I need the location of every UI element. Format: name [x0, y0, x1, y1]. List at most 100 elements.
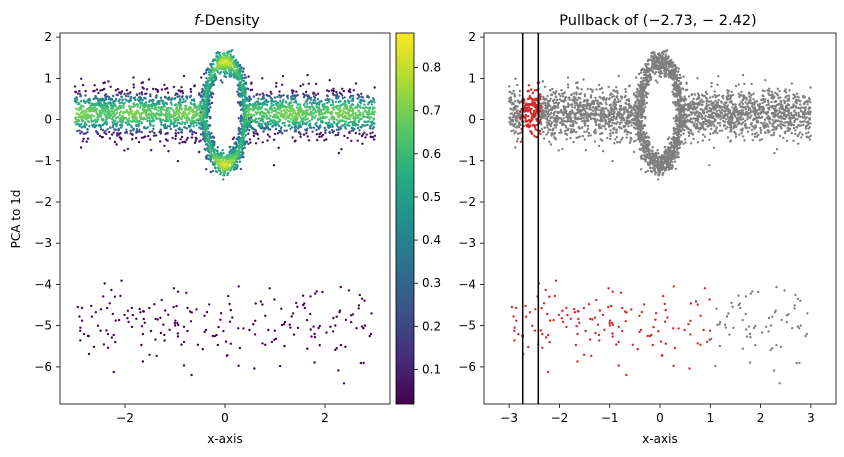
left-point — [298, 124, 302, 127]
left-point — [329, 104, 333, 107]
right-point — [745, 98, 748, 101]
left-point — [337, 131, 340, 134]
colorbar-tick-label: 0.3 — [422, 276, 441, 290]
right-point — [516, 137, 519, 140]
left-point — [305, 109, 308, 112]
right-scatter-points — [508, 49, 812, 385]
right-point — [790, 131, 793, 135]
left-point — [214, 166, 217, 169]
left-point — [261, 103, 264, 107]
right-point — [721, 129, 724, 132]
right-point — [772, 369, 776, 372]
left-point — [365, 115, 368, 119]
right-point — [699, 343, 702, 346]
right-point — [696, 77, 699, 80]
left-point — [313, 96, 317, 99]
left-point — [247, 100, 251, 103]
right-point — [797, 96, 800, 99]
right-point — [615, 96, 618, 99]
right-point — [687, 134, 691, 138]
left-point — [316, 98, 320, 101]
right-point — [705, 92, 708, 96]
left-point — [166, 91, 170, 95]
left-point — [86, 334, 90, 338]
left-point — [152, 124, 155, 128]
left-point — [107, 95, 111, 99]
right-point — [572, 92, 576, 95]
left-point — [254, 319, 257, 322]
left-point — [205, 168, 208, 171]
left-point — [174, 137, 177, 141]
right-point — [568, 98, 571, 102]
left-point — [278, 90, 281, 93]
right-point — [800, 124, 803, 127]
right-point — [726, 98, 729, 101]
left-point — [302, 303, 305, 307]
left-point — [140, 93, 144, 96]
right-point — [538, 129, 542, 133]
left-point — [162, 323, 165, 326]
left-point — [292, 333, 296, 336]
left-point — [343, 114, 347, 118]
right-point — [620, 138, 623, 141]
left-point — [292, 116, 295, 119]
left-point — [359, 125, 362, 129]
left-point — [314, 93, 318, 97]
left-point — [155, 108, 158, 111]
right-point — [659, 340, 663, 343]
left-point — [234, 147, 237, 150]
left-point — [335, 90, 338, 94]
left-point — [166, 87, 169, 90]
left-point — [151, 107, 154, 110]
left-point — [268, 287, 271, 290]
right-point — [799, 324, 802, 327]
left-point — [182, 98, 185, 101]
right-point — [510, 129, 513, 133]
colorbar-tick-label: 0.6 — [422, 147, 441, 161]
left-point — [355, 327, 358, 330]
left-point — [200, 76, 203, 79]
left-point — [160, 88, 164, 91]
left-point — [240, 142, 243, 145]
right-point — [683, 328, 686, 332]
right-point — [596, 100, 600, 103]
right-point — [578, 92, 581, 96]
left-point — [336, 133, 340, 137]
left-point — [360, 297, 364, 300]
left-point — [358, 129, 361, 132]
left-point — [132, 86, 135, 89]
left-x-ticks: −2 0 2 — [116, 404, 329, 425]
left-point — [139, 106, 142, 110]
right-point — [569, 136, 572, 140]
right-point — [760, 98, 763, 102]
right-point — [628, 141, 632, 144]
left-point — [78, 315, 81, 318]
left-point — [82, 105, 85, 108]
right-point — [565, 306, 568, 310]
right-point — [673, 160, 677, 163]
right-point — [587, 131, 591, 135]
right-point — [582, 306, 586, 310]
left-point — [226, 61, 230, 64]
left-point — [193, 119, 196, 123]
right-point — [552, 127, 555, 130]
left-point — [240, 81, 243, 84]
left-point — [204, 99, 207, 102]
right-point — [623, 310, 627, 313]
left-point — [319, 110, 323, 114]
left-point — [241, 135, 245, 138]
left-point — [185, 95, 189, 98]
left-point — [274, 127, 278, 131]
right-point — [510, 92, 514, 95]
right-point — [603, 328, 606, 331]
left-point — [373, 86, 376, 89]
right-point — [744, 295, 748, 298]
left-point — [335, 118, 339, 122]
left-point — [90, 315, 94, 318]
right-point — [795, 92, 799, 96]
right-point — [638, 330, 641, 334]
left-point — [362, 361, 365, 365]
right-point — [689, 319, 692, 322]
left-point — [206, 154, 209, 157]
right-point — [723, 323, 727, 326]
